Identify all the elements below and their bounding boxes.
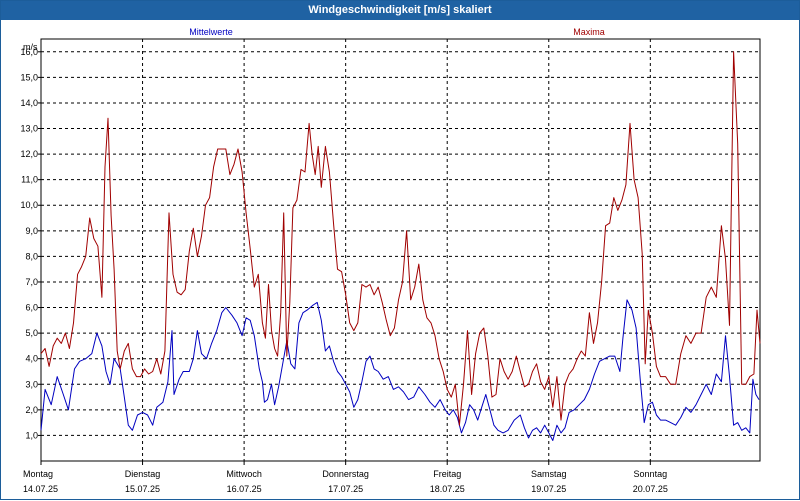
y-tick-label: 12,0 (20, 149, 38, 159)
x-tick-date-label: 16.07.25 (227, 484, 262, 494)
plot-area (40, 38, 761, 462)
legend-maxima: Maxima (573, 27, 605, 37)
x-tick-day-label: Dienstag (125, 469, 161, 479)
grid (41, 39, 760, 461)
x-tick-day-label: Mittwoch (226, 469, 262, 479)
y-tick-label: 11,0 (21, 175, 38, 185)
y-tick-label: 13,0 (20, 124, 38, 134)
y-tick-label: 5,0 (25, 328, 38, 338)
x-tick-date-label: 20.07.25 (633, 484, 668, 494)
series-lines (40, 51, 761, 441)
y-tick-label: 6,0 (25, 303, 38, 313)
series-line-mittelwerte (40, 299, 760, 441)
x-tick-date-label: 17.07.25 (328, 484, 363, 494)
x-tick-day-label: Freitag (433, 469, 461, 479)
y-tick-label: 10,0 (20, 200, 38, 210)
y-tick-label: 3,0 (25, 379, 38, 389)
x-tick-date-label: 19.07.25 (531, 484, 566, 494)
y-tick-label: 2,0 (25, 405, 38, 415)
y-tick-label: 16,0 (20, 47, 38, 57)
y-axis: 1,0 2,0 3,0 4,0 5,0 6,0 7,0 8,0 9,0 10,0 11,0 12,0 1… (20, 47, 41, 440)
x-tick-day-label: Montag (23, 469, 53, 479)
y-tick-label: 14,0 (20, 98, 38, 108)
y-axis-label: m/s (23, 42, 38, 52)
y-tick-label: 7,0 (25, 277, 38, 287)
y-tick-label: 15,0 (20, 72, 38, 82)
y-tick-label: 4,0 (25, 354, 38, 364)
x-tick-date-label: 14.07.25 (23, 484, 58, 494)
chart-title: Windgeschwindigkeit [m/s] skaliert (1, 1, 799, 20)
series-line-maxima (40, 51, 761, 426)
x-tick-day-label: Samstag (531, 469, 567, 479)
x-axis: Montag 14.07.25 Dienstag 15.07.25 Mittwoch 16… (23, 461, 668, 494)
y-tick-label: 9,0 (25, 226, 38, 236)
x-tick-day-label: Donnerstag (322, 469, 369, 479)
legend-mittelwerte: Mittelwerte (189, 27, 233, 37)
x-tick-date-label: 15.07.25 (125, 484, 160, 494)
x-tick-day-label: Sonntag (634, 469, 668, 479)
y-tick-label: 8,0 (25, 251, 38, 261)
x-tick-date-label: 18.07.25 (430, 484, 465, 494)
y-tick-label: 1,0 (25, 430, 38, 440)
